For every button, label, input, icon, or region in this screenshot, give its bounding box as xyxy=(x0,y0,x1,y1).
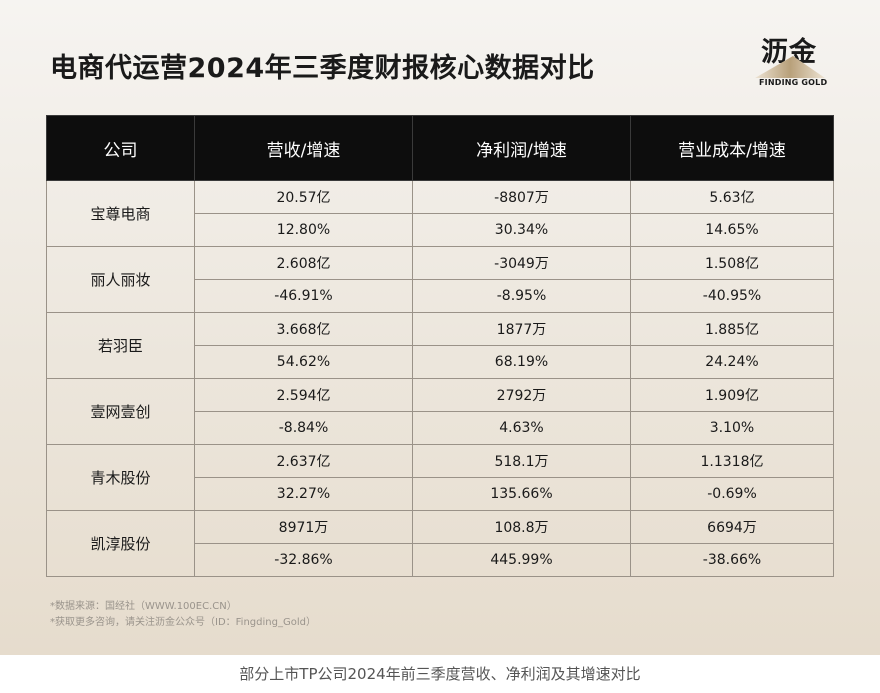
table-row: 32.27% 135.66% -0.69% xyxy=(47,477,834,511)
net-profit-value: 2792万 xyxy=(412,378,631,412)
net-profit-value: -3049万 xyxy=(412,246,631,280)
table-row: -8.84% 4.63% 3.10% xyxy=(47,411,834,445)
revenue-value: 2.608亿 xyxy=(194,246,413,280)
operating-cost-growth: 24.24% xyxy=(630,345,834,379)
revenue-value: 8971万 xyxy=(194,510,413,544)
revenue-value: 20.57亿 xyxy=(194,180,413,214)
net-profit-value: 1877万 xyxy=(412,312,631,346)
net-profit-growth: 445.99% xyxy=(412,543,631,577)
net-profit-value: 108.8万 xyxy=(412,510,631,544)
header-revenue: 营收/增速 xyxy=(194,115,413,181)
revenue-value: 2.637亿 xyxy=(194,444,413,478)
infographic-card: 电商代运营2024年三季度财报核心数据对比 沥金 FINDING GOLD 公司… xyxy=(0,0,880,655)
revenue-growth: 32.27% xyxy=(194,477,413,511)
revenue-growth: 54.62% xyxy=(194,345,413,379)
net-profit-value: -8807万 xyxy=(412,180,631,214)
company-name: 若羽臣 xyxy=(46,312,195,379)
net-profit-growth: 68.19% xyxy=(412,345,631,379)
table-row: -46.91% -8.95% -40.95% xyxy=(47,279,834,313)
table-row: 12.80% 30.34% 14.65% xyxy=(47,213,834,247)
net-profit-growth: 135.66% xyxy=(412,477,631,511)
operating-cost-value: 1.1318亿 xyxy=(630,444,834,478)
net-profit-growth: 4.63% xyxy=(412,411,631,445)
operating-cost-value: 1.909亿 xyxy=(630,378,834,412)
company-name: 壹网壹创 xyxy=(46,378,195,445)
operating-cost-value: 5.63亿 xyxy=(630,180,834,214)
source-note: *数据来源：国经社（WWW.100EC.CN） xyxy=(50,601,237,612)
operating-cost-value: 6694万 xyxy=(630,510,834,544)
table-row: 54.62% 68.19% 24.24% xyxy=(47,345,834,379)
operating-cost-growth: -40.95% xyxy=(630,279,834,313)
header-operating-cost: 营业成本/增速 xyxy=(630,115,834,181)
table-row: -32.86% 445.99% -38.66% xyxy=(47,543,834,577)
page-title: 电商代运营2024年三季度财报核心数据对比 xyxy=(50,53,595,84)
revenue-value: 3.668亿 xyxy=(194,312,413,346)
operating-cost-growth: -0.69% xyxy=(630,477,834,511)
revenue-growth: 12.80% xyxy=(194,213,413,247)
company-name: 凯淳股份 xyxy=(46,510,195,577)
brand-logo: 沥金 FINDING GOLD xyxy=(755,30,828,90)
financial-table: 公司 营收/增速 净利润/增速 营业成本/增速 宝尊电商 20.57亿 -880… xyxy=(46,115,834,577)
header-company: 公司 xyxy=(46,115,195,181)
company-name: 丽人丽妆 xyxy=(46,246,195,313)
table-row: 壹网壹创 2.594亿 2792万 1.909亿 xyxy=(46,378,834,445)
net-profit-value: 518.1万 xyxy=(412,444,631,478)
revenue-growth: -32.86% xyxy=(194,543,413,577)
source-notes: *数据来源：国经社（WWW.100EC.CN） *获取更多咨询，请关注沥金公众号… xyxy=(50,599,316,631)
mountain-icon xyxy=(755,56,825,78)
operating-cost-growth: 3.10% xyxy=(630,411,834,445)
company-name: 青木股份 xyxy=(46,444,195,511)
logo-subtitle: FINDING GOLD xyxy=(759,78,828,87)
follow-note: *获取更多咨询，请关注沥金公众号（ID：Fingding_Gold） xyxy=(50,617,316,628)
company-name: 宝尊电商 xyxy=(46,180,195,247)
net-profit-growth: -8.95% xyxy=(412,279,631,313)
table-row: 青木股份 2.637亿 518.1万 1.1318亿 xyxy=(46,444,834,511)
table-row: 丽人丽妆 2.608亿 -3049万 1.508亿 xyxy=(46,246,834,313)
table-header-row: 公司 营收/增速 净利润/增速 营业成本/增速 xyxy=(46,115,834,181)
table-row: 凯淳股份 8971万 108.8万 6694万 xyxy=(46,510,834,577)
image-caption: 部分上市TP公司2024年前三季度营收、净利润及其增速对比 xyxy=(239,665,641,683)
header-net-profit: 净利润/增速 xyxy=(412,115,631,181)
table-row: 宝尊电商 20.57亿 -8807万 5.63亿 xyxy=(46,180,834,247)
operating-cost-growth: 14.65% xyxy=(630,213,834,247)
table-row: 若羽臣 3.668亿 1877万 1.885亿 xyxy=(46,312,834,379)
revenue-value: 2.594亿 xyxy=(194,378,413,412)
operating-cost-value: 1.508亿 xyxy=(630,246,834,280)
net-profit-growth: 30.34% xyxy=(412,213,631,247)
revenue-growth: -46.91% xyxy=(194,279,413,313)
operating-cost-growth: -38.66% xyxy=(630,543,834,577)
operating-cost-value: 1.885亿 xyxy=(630,312,834,346)
revenue-growth: -8.84% xyxy=(194,411,413,445)
